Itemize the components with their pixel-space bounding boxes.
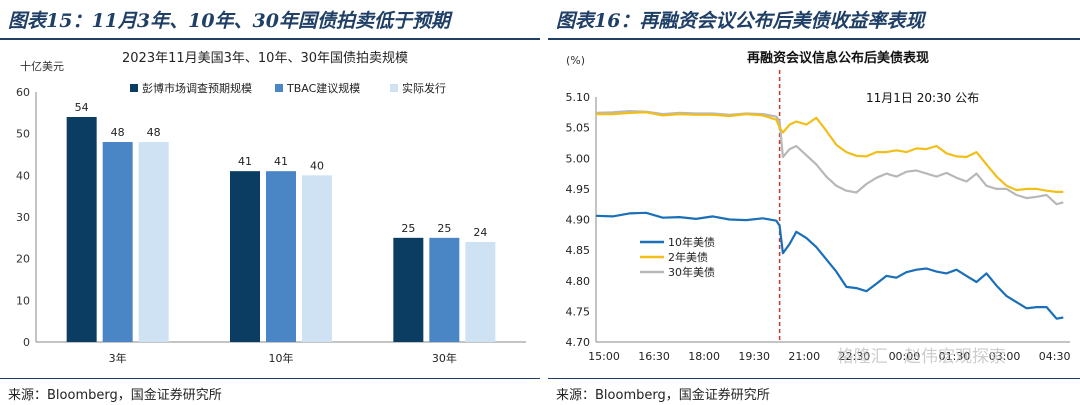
- legend-swatch-2: [275, 84, 283, 92]
- legend-swatch-3: [390, 84, 398, 92]
- legend-label-1: 彭博市场调查预期规模: [142, 81, 252, 95]
- bar-value-label: 41: [238, 155, 252, 168]
- bar-30年-3: [465, 242, 496, 342]
- bar-value-label: 48: [147, 126, 161, 139]
- line-chart: 再融资会议信息公布后美债表现 (%) 4.70 4.75 4.80 4.85 4.90 4.9…: [566, 50, 1071, 363]
- y-tick-label: 60: [16, 86, 30, 99]
- x-tick-label: 3年: [109, 351, 127, 365]
- y-tick-label: 5.00: [566, 152, 591, 165]
- y-tick-label: 10: [16, 294, 30, 307]
- y-tick-label: 4.85: [566, 244, 591, 257]
- left-source-note: 来源：Bloomberg，国金证券研究所: [8, 388, 222, 403]
- left-source-rule: [0, 378, 540, 379]
- watermark-text: 格隆汇 · 赵伟宏观探索: [836, 347, 1006, 367]
- left-figure-panel: 图表15：11月3年、10年、30年国债拍卖低于预期 2023年11月美国3年、…: [0, 10, 540, 403]
- series-line-2: [596, 111, 1064, 193]
- y-tick-label: 5.05: [566, 122, 591, 135]
- legend-label-3: 30年美债: [668, 265, 715, 279]
- x-tick-label: 04:30: [1039, 350, 1071, 363]
- series-line-1: [595, 211, 1064, 320]
- y-tick-label: 4.75: [566, 305, 591, 318]
- x-tick-label: 10年: [269, 351, 294, 365]
- x-tick-label: 30年: [432, 351, 457, 365]
- legend-label-3: 实际发行: [402, 81, 446, 95]
- legend-label-2: 2年美债: [668, 250, 708, 264]
- left-figure-title: 图表15：11月3年、10年、30年国债拍卖低于预期: [8, 10, 450, 32]
- bar-value-label: 54: [75, 101, 89, 114]
- y-tick-label: 50: [16, 128, 30, 141]
- x-tick-label: 01:30: [939, 350, 971, 363]
- bar-30年-2: [429, 237, 460, 342]
- bar-3年-3: [138, 142, 169, 342]
- left-title-rule: [0, 38, 540, 40]
- right-source-note: 来源：Bloomberg，国金证券研究所: [556, 388, 770, 403]
- right-figure-title: 图表16：再融资会议公布后美债收益率表现: [556, 10, 925, 32]
- x-tick-label: 03:00: [989, 350, 1021, 363]
- bar-30年-1: [393, 237, 424, 342]
- y-tick-label: 30: [16, 211, 30, 224]
- y-tick-label: 0: [23, 336, 30, 349]
- bar-value-label: 40: [310, 159, 324, 172]
- bar-value-label: 48: [111, 126, 125, 139]
- legend-label-1: 10年美债: [668, 235, 715, 249]
- bar-10年-1: [230, 171, 260, 342]
- y-tick-label: 4.70: [566, 336, 591, 349]
- x-tick-label: 18:00: [688, 350, 720, 363]
- x-tick-label: 22:30: [839, 350, 871, 363]
- legend-label-2: TBAC建议规模: [286, 81, 360, 95]
- bar-unit-label: 十亿美元: [20, 59, 64, 73]
- x-tick-label: 15:00: [588, 350, 620, 363]
- bar-value-label: 25: [401, 222, 415, 235]
- right-source-rule: [548, 378, 1080, 379]
- legend-swatch-1: [130, 84, 138, 92]
- right-title-rule: [548, 38, 1080, 40]
- bar-value-label: 24: [473, 226, 487, 239]
- bar-10年-3: [302, 175, 332, 342]
- bar-value-label: 25: [437, 222, 451, 235]
- bar-3年-1: [66, 117, 97, 342]
- bar-10年-2: [266, 171, 296, 342]
- x-tick-label: 21:00: [788, 350, 820, 363]
- y-tick-label: 5.10: [566, 91, 591, 104]
- x-tick-label: 16:30: [638, 350, 670, 363]
- right-figure-panel: 图表16：再融资会议公布后美债收益率表现 再融资会议信息公布后美债表现 (%) 4.…: [548, 0, 1080, 405]
- x-tick-label: 19:30: [738, 350, 770, 363]
- bar-3年-2: [102, 142, 133, 342]
- y-tick-label: 4.95: [566, 183, 591, 196]
- series-line-3: [595, 110, 1064, 206]
- y-tick-label: 4.90: [566, 214, 591, 227]
- line-unit-label: (%): [566, 54, 585, 67]
- bar-value-label: 41: [274, 155, 288, 168]
- y-tick-label: 20: [16, 253, 30, 266]
- y-tick-label: 4.80: [566, 275, 591, 288]
- line-chart-title: 再融资会议信息公布后美债表现: [747, 50, 929, 66]
- bar-chart-title: 2023年11月美国3年、10年、30年国债拍卖规模: [122, 51, 408, 66]
- x-tick-label: 00:00: [889, 350, 921, 363]
- announcement-label: 11月1日 20:30 公布: [866, 91, 979, 105]
- y-tick-label: 40: [16, 169, 30, 182]
